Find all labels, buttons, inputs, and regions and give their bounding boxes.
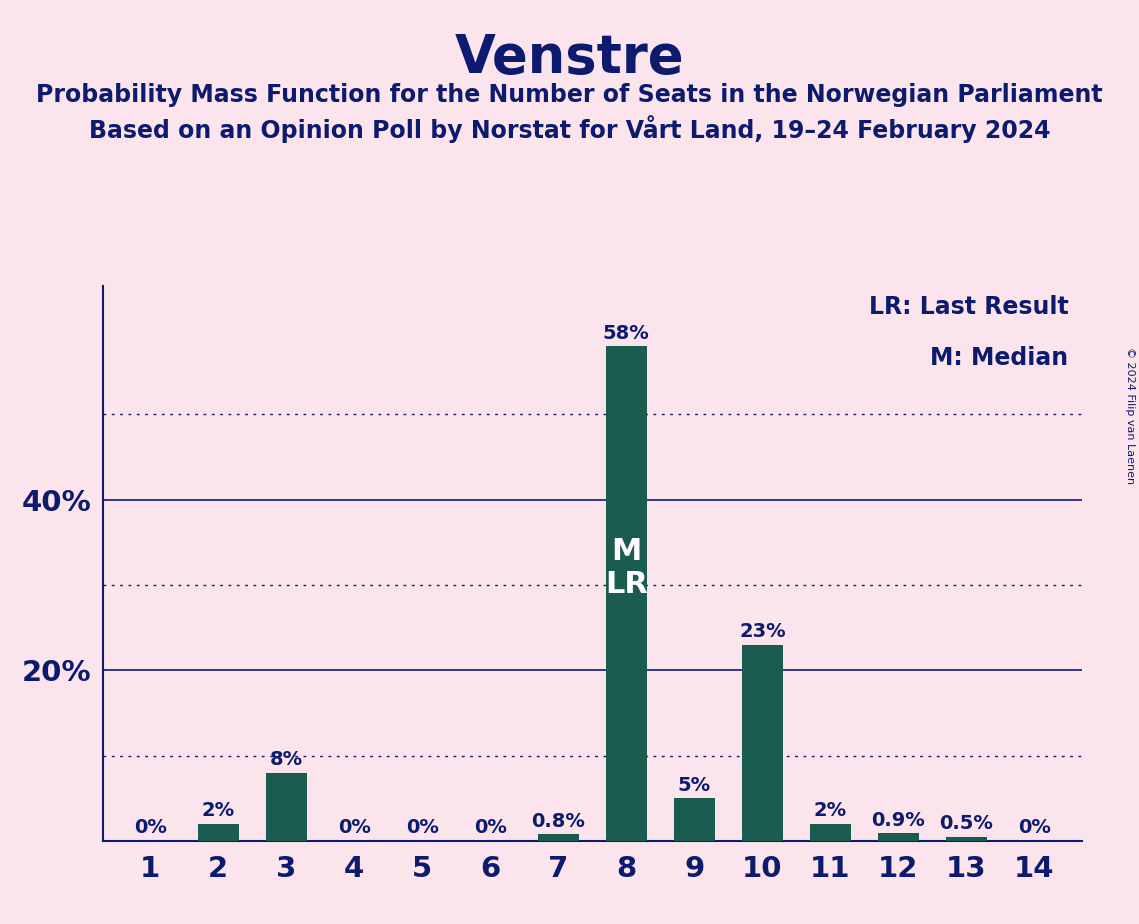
Text: M
LR: M LR [605, 537, 648, 599]
Text: Based on an Opinion Poll by Norstat for Vårt Land, 19–24 February 2024: Based on an Opinion Poll by Norstat for … [89, 116, 1050, 143]
Bar [265, 772, 306, 841]
Text: 0.8%: 0.8% [531, 811, 585, 831]
Bar [878, 833, 919, 841]
Bar [538, 834, 579, 841]
Text: 0%: 0% [338, 819, 370, 837]
Text: 8%: 8% [270, 750, 303, 769]
Text: 0%: 0% [405, 819, 439, 837]
Text: 2%: 2% [202, 801, 235, 821]
Bar [810, 824, 851, 841]
Bar [741, 645, 782, 841]
Bar [198, 824, 238, 841]
Text: Probability Mass Function for the Number of Seats in the Norwegian Parliament: Probability Mass Function for the Number… [36, 83, 1103, 107]
Text: M: Median: M: Median [931, 346, 1068, 371]
Text: 2%: 2% [813, 801, 847, 821]
Text: 0%: 0% [1018, 819, 1051, 837]
Text: © 2024 Filip van Laenen: © 2024 Filip van Laenen [1125, 347, 1134, 484]
Text: 23%: 23% [739, 622, 786, 641]
Bar [947, 836, 986, 841]
Text: Venstre: Venstre [454, 32, 685, 84]
Text: 5%: 5% [678, 776, 711, 795]
Bar [674, 798, 715, 841]
Text: 0%: 0% [133, 819, 166, 837]
Bar [606, 346, 647, 841]
Text: 0%: 0% [474, 819, 507, 837]
Text: 0.5%: 0.5% [940, 814, 993, 833]
Text: LR: Last Result: LR: Last Result [869, 295, 1068, 319]
Text: 58%: 58% [603, 323, 649, 343]
Text: 0.9%: 0.9% [871, 810, 925, 830]
